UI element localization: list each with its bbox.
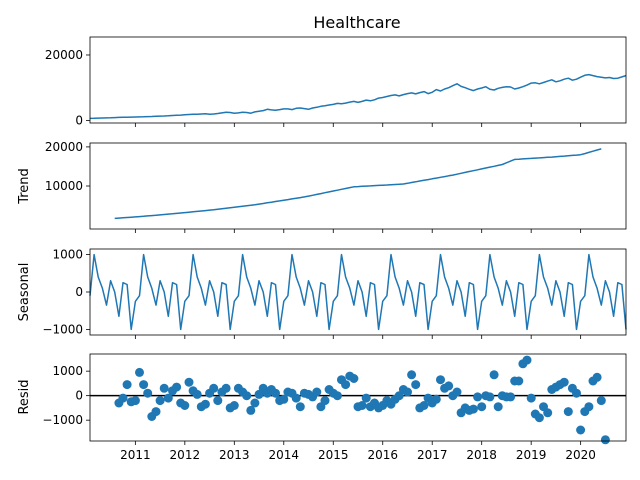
y-tick-label: −1000 <box>42 322 83 336</box>
resid-point <box>493 402 503 412</box>
resid-point <box>349 374 359 383</box>
resid-point <box>407 370 417 380</box>
resid-point <box>271 388 280 398</box>
x-tick-label: 2012 <box>170 448 201 462</box>
trend-ylabel: Trend <box>17 168 32 205</box>
resid-point <box>584 402 594 412</box>
x-tick-label: 2018 <box>466 448 497 462</box>
resid-point <box>592 372 602 382</box>
resid-point <box>163 393 173 403</box>
chart-title: Healthcare <box>313 13 400 32</box>
resid-axes-frame <box>89 353 627 442</box>
resid-point <box>312 387 322 397</box>
resid-point <box>506 392 516 402</box>
resid-point <box>320 396 330 406</box>
resid-point <box>477 402 487 412</box>
y-tick-label: −1000 <box>42 413 83 427</box>
x-tick-label: 2019 <box>516 448 547 462</box>
trend-line <box>114 148 602 220</box>
resid-point <box>559 377 569 387</box>
resid-point <box>291 393 301 403</box>
y-tick-label: 0 <box>75 285 83 299</box>
resid-point <box>526 393 536 403</box>
resid-point <box>151 407 161 417</box>
y-tick-label: 0 <box>75 389 83 403</box>
resid-point <box>172 382 182 392</box>
resid-point <box>341 380 351 390</box>
x-tick-label: 2011 <box>120 448 151 462</box>
resid-point <box>357 401 367 410</box>
resid-point <box>522 355 532 365</box>
resid-point <box>242 391 252 401</box>
observed-axes-frame <box>89 36 627 124</box>
y-tick-label: 1000 <box>52 364 83 378</box>
resid-point <box>118 393 128 403</box>
trend-panel: 10000 20000 <box>45 140 627 233</box>
y-tick-label: 20000 <box>45 48 83 62</box>
resid-point <box>361 393 371 403</box>
resid-point <box>122 380 132 390</box>
resid-point <box>229 401 239 410</box>
seasonal-line <box>89 253 627 331</box>
resid-point <box>534 413 544 423</box>
resid-point <box>159 383 169 393</box>
seasonal-panel: −1000 0 1000 <box>42 248 627 339</box>
x-tick-label: 2017 <box>417 448 448 462</box>
resid-point <box>135 367 144 377</box>
resid-point <box>213 396 223 406</box>
resid-point <box>489 370 499 380</box>
resid-point <box>279 394 289 404</box>
resid-point <box>543 408 553 418</box>
y-tick-label: 20000 <box>45 140 83 154</box>
resid-point <box>332 391 342 401</box>
resid-point <box>143 388 153 398</box>
resid-point <box>468 404 478 414</box>
resid-point <box>139 380 149 390</box>
resid-point <box>200 399 210 409</box>
resid-point <box>431 394 441 404</box>
x-tick-label: 2016 <box>367 448 398 462</box>
resid-point <box>403 387 412 397</box>
resid-point <box>250 398 260 408</box>
y-tick-label: 1000 <box>52 248 83 262</box>
resid-point <box>130 396 140 406</box>
x-tick-label: 2015 <box>318 448 349 462</box>
resid-point <box>411 380 421 390</box>
resid-point <box>485 392 495 402</box>
resid-point <box>221 383 231 393</box>
resid-point <box>572 388 581 398</box>
resid-point <box>436 375 445 385</box>
observed-line <box>89 73 627 120</box>
resid-point <box>246 405 256 415</box>
resid-point <box>295 402 305 412</box>
seasonal-ylabel: Seasonal <box>17 263 32 322</box>
resid-point <box>444 381 454 391</box>
resid-point <box>209 383 219 393</box>
resid-point <box>452 387 462 397</box>
observed-panel: 0 20000 <box>45 36 627 127</box>
seasonal-axes-frame <box>89 248 627 336</box>
x-tick-label: 2013 <box>219 448 250 462</box>
resid-point <box>600 435 610 445</box>
x-tick-label: 2020 <box>565 448 596 462</box>
resid-point <box>473 392 483 402</box>
resid-point <box>419 401 429 410</box>
resid-point <box>596 396 606 406</box>
resid-point <box>184 377 194 387</box>
resid-point <box>155 396 165 406</box>
resid-point <box>180 401 190 410</box>
resid-point <box>514 376 524 386</box>
resid-panel: −1000 0 1000 2011 2012 2013 2014 2015 2016 2017 20… <box>42 353 627 462</box>
resid-ylabel: Resid <box>17 379 32 414</box>
y-tick-label: 0 <box>75 113 83 127</box>
resid-point <box>576 425 586 435</box>
resid-point <box>192 389 202 399</box>
resid-point <box>563 407 573 417</box>
y-tick-label: 10000 <box>45 179 83 193</box>
x-tick-label: 2014 <box>269 448 300 462</box>
